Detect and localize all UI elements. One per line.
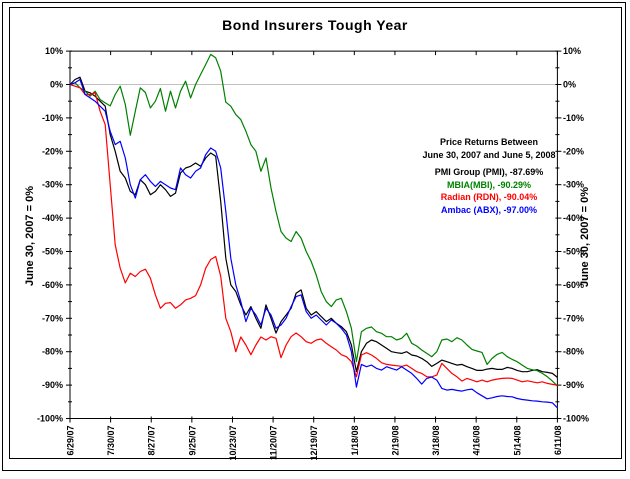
y-tick-label-left: -60% bbox=[42, 280, 63, 290]
y-tick-label-right: -70% bbox=[563, 313, 584, 323]
x-tick-label: 12/19/07 bbox=[309, 426, 319, 461]
legend-heading-line1: Price Returns Between bbox=[439, 137, 539, 147]
y-tick-label-right: 10% bbox=[563, 46, 581, 56]
legend: Price Returns Between June 30, 2007 and … bbox=[389, 136, 589, 216]
outer-border bbox=[2, 2, 626, 471]
legend-entry-radian: Radian (RDN), -90.04% bbox=[440, 192, 538, 203]
series-line-pmi bbox=[69, 76, 558, 378]
y-tick-label-left: -50% bbox=[42, 247, 63, 257]
legend-entry-mbia: MBIA(MBI), -90.29% bbox=[446, 179, 531, 190]
x-tick-label: 8/27/07 bbox=[147, 426, 157, 456]
y-tick-label-right: -30% bbox=[563, 180, 584, 190]
y-tick-label-left: -30% bbox=[42, 180, 63, 190]
legend-heading-line2: June 30, 2007 and June 5, 2008 bbox=[422, 150, 556, 160]
y-tick-label-right: 0% bbox=[563, 80, 576, 90]
y-tick-label-left: -10% bbox=[42, 113, 63, 123]
legend-entry-pmi: PMI Group (PMI), -87.69% bbox=[434, 167, 544, 177]
y-tick-label-right: -40% bbox=[563, 213, 584, 223]
legend-entry-ambac: Ambac (ABX), -97.00% bbox=[440, 204, 538, 215]
x-tick-label: 10/23/07 bbox=[228, 426, 238, 461]
chart-title: Bond Insurers Tough Year bbox=[222, 17, 408, 33]
y-tick-label-left: -90% bbox=[42, 380, 63, 390]
x-tick-label: 5/14/08 bbox=[512, 426, 522, 456]
y-tick-label-left: 10% bbox=[45, 46, 63, 56]
chart-frame bbox=[9, 7, 622, 459]
y-tick-label-right: -20% bbox=[563, 146, 584, 156]
x-tick-label: 3/18/08 bbox=[431, 426, 441, 456]
y-tick-label-right: -80% bbox=[563, 347, 584, 357]
y-tick-label-left: -100% bbox=[37, 414, 63, 424]
x-tick-label: 6/11/08 bbox=[553, 426, 563, 456]
y-tick-label-right: -50% bbox=[563, 247, 584, 257]
y-tick-label-left: -20% bbox=[42, 146, 63, 156]
y-tick-label-left: -80% bbox=[42, 347, 63, 357]
series-line-abx bbox=[69, 78, 558, 409]
y-tick-label-right: -100% bbox=[563, 414, 589, 424]
y-tick-label-left: -70% bbox=[42, 313, 63, 323]
series-line-rdn bbox=[69, 83, 558, 386]
y-tick-label-right: -10% bbox=[563, 113, 584, 123]
x-tick-label: 7/30/07 bbox=[106, 426, 116, 456]
y-tick-label-right: -90% bbox=[563, 380, 584, 390]
y-tick-label-right: -60% bbox=[563, 280, 584, 290]
y-axis-caption-left: June 30, 2007 = 0% bbox=[24, 186, 36, 286]
series-line-mbia bbox=[69, 53, 558, 387]
y-tick-label-left: 0% bbox=[50, 80, 63, 90]
x-tick-label: 9/25/07 bbox=[187, 426, 197, 456]
x-tick-label: 2/19/08 bbox=[390, 426, 400, 456]
x-tick-label: 1/18/08 bbox=[350, 426, 360, 456]
x-tick-label: 6/29/07 bbox=[66, 426, 76, 456]
x-tick-label: 11/20/07 bbox=[269, 426, 279, 461]
x-tick-label: 4/16/08 bbox=[472, 426, 482, 456]
y-tick-label-left: -40% bbox=[42, 213, 63, 223]
